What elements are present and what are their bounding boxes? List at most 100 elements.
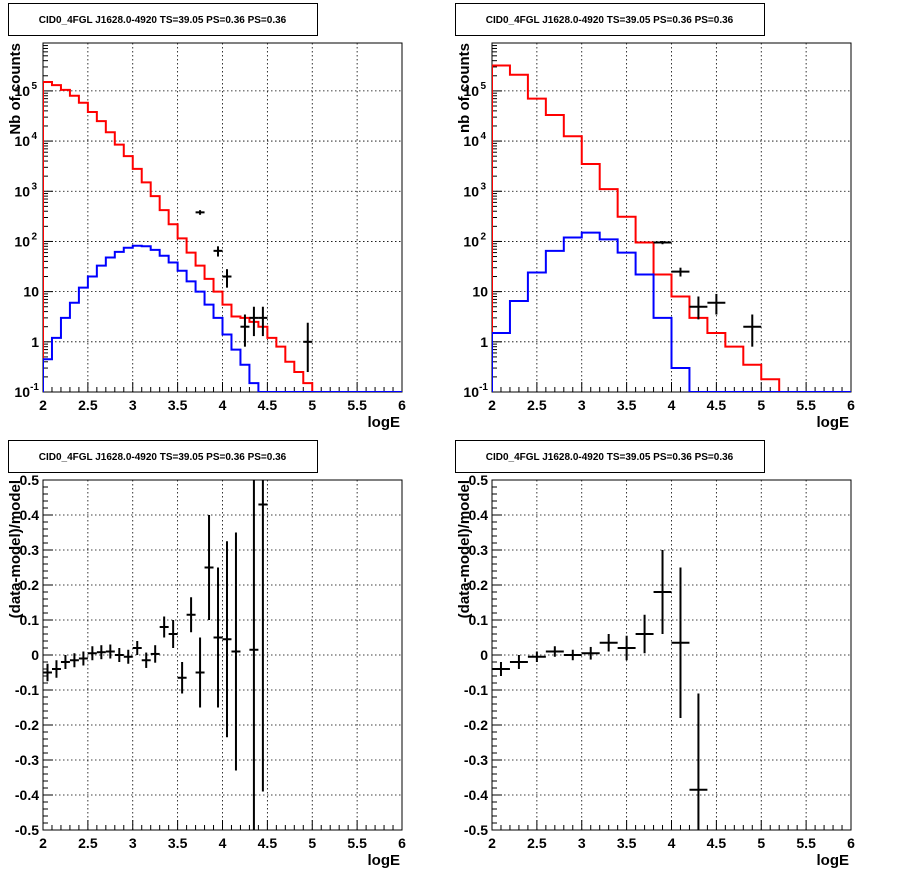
x-tick-label: 4.5 xyxy=(707,397,727,413)
y-tick-exponent: 5 xyxy=(480,81,486,92)
x-tick-label: 6 xyxy=(398,397,406,413)
y-axis-label: Nb of counts xyxy=(7,43,24,135)
y-tick-label: 0.5 xyxy=(469,472,489,488)
x-tick-label: 2 xyxy=(488,835,496,851)
x-tick-label: 3 xyxy=(578,397,586,413)
y-tick-exponent: -1 xyxy=(479,382,488,393)
x-tick-label: 4.5 xyxy=(258,397,278,413)
x-axis-label: logE xyxy=(817,852,850,869)
x-tick-label: 5.5 xyxy=(347,397,367,413)
y-tick-label: -0.5 xyxy=(464,822,488,838)
y-tick-label: 10 xyxy=(14,384,30,400)
y-tick-label: 10 xyxy=(472,284,488,300)
y-tick-exponent: 3 xyxy=(31,181,37,192)
chart-title: CID0_4FGL J1628.0-4920 TS=39.05 PS=0.36 … xyxy=(486,452,734,463)
y-tick-exponent: 2 xyxy=(480,231,486,242)
title-box xyxy=(8,440,318,473)
y-tick-label: 10 xyxy=(463,183,479,199)
x-axis-label: logE xyxy=(368,852,401,869)
title-box xyxy=(455,3,765,36)
y-tick-label: 0.3 xyxy=(20,542,40,558)
grid xyxy=(42,43,403,393)
y-tick-label: -0.2 xyxy=(464,717,488,733)
y-tick-exponent: 4 xyxy=(480,131,486,142)
x-tick-label: 2.5 xyxy=(78,397,98,413)
x-tick-label: 2 xyxy=(39,397,47,413)
x-tick-label: 5.5 xyxy=(796,835,816,851)
x-tick-label: 6 xyxy=(847,397,855,413)
x-tick-label: 3 xyxy=(578,835,586,851)
y-tick-label: 10 xyxy=(463,83,479,99)
x-tick-label: 5 xyxy=(757,397,765,413)
y-tick-label: 0.4 xyxy=(469,507,489,523)
y-tick-label: 0.2 xyxy=(20,577,40,593)
y-tick-label: -0.3 xyxy=(464,752,488,768)
y-tick-label: 10 xyxy=(463,384,479,400)
chart-title: CID0_4FGL J1628.0-4920 TS=39.05 PS=0.36 … xyxy=(39,15,287,26)
y-tick-exponent: -1 xyxy=(30,382,39,393)
x-tick-label: 4 xyxy=(219,835,227,851)
title-box xyxy=(455,440,765,473)
x-axis-label: logE xyxy=(817,414,850,431)
x-tick-label: 2 xyxy=(488,397,496,413)
chart-panel-top-left: CID0_4FGL J1628.0-4920 TS=39.05 PS=0.36 … xyxy=(7,3,406,431)
y-tick-exponent: 5 xyxy=(31,81,37,92)
histogram-series xyxy=(492,64,851,392)
y-tick-label: 10 xyxy=(463,133,479,149)
y-tick-label: -0.5 xyxy=(15,822,39,838)
x-tick-label: 4 xyxy=(668,835,676,851)
y-tick-label: 10 xyxy=(463,233,479,249)
y-tick-label: 1 xyxy=(31,334,39,350)
y-tick-label: 0.5 xyxy=(20,472,40,488)
x-axis-label: logE xyxy=(368,414,401,431)
x-tick-label: 2.5 xyxy=(527,397,547,413)
y-tick-label: 0.1 xyxy=(469,612,489,628)
x-tick-label: 6 xyxy=(847,835,855,851)
x-tick-label: 5.5 xyxy=(347,835,367,851)
y-axis-label: (data-model)/model xyxy=(456,480,473,618)
x-tick-label: 3.5 xyxy=(617,835,637,851)
plot-area xyxy=(43,480,268,830)
x-tick-label: 2.5 xyxy=(78,835,98,851)
histogram-series xyxy=(43,81,402,392)
chart-panel-top-right: CID0_4FGL J1628.0-4920 TS=39.05 PS=0.36 … xyxy=(455,3,855,431)
plot-area xyxy=(43,81,402,392)
y-tick-label: -0.1 xyxy=(15,682,39,698)
x-tick-label: 4.5 xyxy=(707,835,727,851)
y-axis-label: (data-model)/model xyxy=(7,480,24,618)
y-tick-label: 0.1 xyxy=(20,612,40,628)
y-tick-exponent: 3 xyxy=(480,181,486,192)
x-tick-label: 3.5 xyxy=(168,835,188,851)
x-tick-label: 3.5 xyxy=(617,397,637,413)
y-tick-label: 0.4 xyxy=(20,507,40,523)
y-tick-label: -0.3 xyxy=(15,752,39,768)
y-tick-label: 10 xyxy=(14,233,30,249)
y-tick-label: -0.2 xyxy=(15,717,39,733)
y-tick-label: 0 xyxy=(480,647,488,663)
chart-title: CID0_4FGL J1628.0-4920 TS=39.05 PS=0.36 … xyxy=(39,452,287,463)
x-tick-label: 5.5 xyxy=(796,397,816,413)
x-tick-label: 4 xyxy=(668,397,676,413)
x-tick-label: 3.5 xyxy=(168,397,188,413)
grid xyxy=(491,479,852,831)
y-axis-label: nb of counts xyxy=(456,43,473,133)
y-tick-label: 1 xyxy=(480,334,488,350)
y-tick-label: -0.4 xyxy=(464,787,488,803)
y-tick-label: 10 xyxy=(14,133,30,149)
chart-title: CID0_4FGL J1628.0-4920 TS=39.05 PS=0.36 … xyxy=(486,15,734,26)
y-tick-label: 0.3 xyxy=(469,542,489,558)
chart-panel-bottom-right: CID0_4FGL J1628.0-4920 TS=39.05 PS=0.36 … xyxy=(455,440,855,869)
plot-area xyxy=(492,550,708,830)
y-tick-label: 0.2 xyxy=(469,577,489,593)
x-tick-label: 3 xyxy=(129,397,137,413)
title-box xyxy=(8,3,318,36)
chart-panel-bottom-left: CID0_4FGL J1628.0-4920 TS=39.05 PS=0.36 … xyxy=(7,440,406,869)
grid xyxy=(42,479,403,831)
plot-area xyxy=(492,64,851,392)
x-tick-label: 4 xyxy=(219,397,227,413)
x-tick-label: 5 xyxy=(308,835,316,851)
x-tick-label: 3 xyxy=(129,835,137,851)
x-tick-label: 2.5 xyxy=(527,835,547,851)
histogram-series xyxy=(492,231,851,392)
